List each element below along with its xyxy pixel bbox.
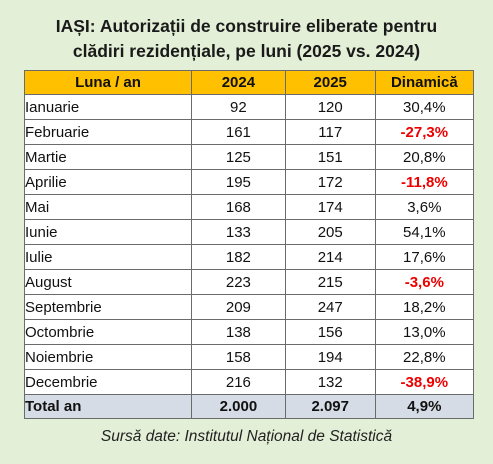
table-row: Ianuarie 92 120 30,4% [23,94,475,120]
table-row: Decembrie 216 132 -38,9% [23,369,475,395]
table-row: Septembrie 209 247 18,2% [23,294,475,320]
value-2024-cell: 158 [191,344,286,370]
value-2024-cell: 92 [191,94,286,120]
value-2025-cell: 247 [284,294,376,320]
month-cell: Ianuarie [23,94,193,120]
value-2024-cell: 182 [191,244,286,270]
month-cell: Iunie [23,219,193,245]
value-2024-cell: 133 [191,219,286,245]
header-2024: 2024 [191,70,286,95]
value-2025-cell: 120 [284,94,376,120]
table-row: Februarie 161 117 -27,3% [23,119,475,145]
dynamics-cell: 3,6% [374,194,475,220]
dynamics-cell: 18,2% [374,294,475,320]
dynamics-cell: 22,8% [374,344,475,370]
header-month: Luna / an [23,70,193,95]
dynamics-cell: 54,1% [374,219,475,245]
table-title: IAȘI: Autorizații de construire eliberat… [10,14,483,64]
value-2024-cell: 195 [191,169,286,195]
source-note: Sursă date: Institutul Național de Stati… [100,428,393,445]
month-cell: Noiembrie [23,344,193,370]
table-row: Martie 125 151 20,8% [23,144,475,170]
value-2025-cell: 172 [284,169,376,195]
table-body: Ianuarie 92 120 30,4% Februarie 161 117 -27,3% M… [23,94,475,395]
value-2025-cell: 117 [284,119,376,145]
value-2025-cell: 132 [284,369,376,395]
value-2024-cell: 216 [191,369,286,395]
dynamics-cell: -38,9% [374,369,475,395]
total-2024: 2.000 [191,394,286,419]
dynamics-cell: 30,4% [374,94,475,120]
value-2024-cell: 125 [191,144,286,170]
total-dynamics: 4,9% [374,394,475,419]
value-2025-cell: 205 [284,219,376,245]
title-line-1: IAȘI: Autorizații de construire eliberat… [55,16,438,36]
value-2025-cell: 174 [284,194,376,220]
table-row: Iunie 133 205 54,1% [23,219,475,245]
total-row: Total an 2.000 2.097 4,9% [23,394,475,419]
month-cell: Mai [23,194,193,220]
value-2025-cell: 215 [284,269,376,295]
total-2025: 2.097 [284,394,376,419]
header-row: Luna / an 2024 2025 Dinamică [23,70,475,95]
dynamics-cell: 17,6% [374,244,475,270]
value-2025-cell: 194 [284,344,376,370]
dynamics-cell: 20,8% [374,144,475,170]
value-2024-cell: 168 [191,194,286,220]
dynamics-cell: -27,3% [374,119,475,145]
value-2024-cell: 223 [191,269,286,295]
total-label: Total an [23,394,193,419]
value-2024-cell: 209 [191,294,286,320]
title-line-2: clădiri rezidențiale, pe luni (2025 vs. … [72,41,421,61]
table-row: August 223 215 -3,6% [23,269,475,295]
month-cell: Decembrie [23,369,193,395]
month-cell: August [23,269,193,295]
dynamics-cell: 13,0% [374,319,475,345]
header-dynamics: Dinamică [374,70,475,95]
month-cell: Aprilie [23,169,193,195]
table-row: Aprilie 195 172 -11,8% [23,169,475,195]
dynamics-cell: -11,8% [374,169,475,195]
permits-table: Luna / an 2024 2025 Dinamică Ianuarie 92 1… [23,70,475,419]
month-cell: Februarie [23,119,193,145]
value-2024-cell: 161 [191,119,286,145]
month-cell: Octombrie [23,319,193,345]
month-cell: Septembrie [23,294,193,320]
table-row: Octombrie 138 156 13,0% [23,319,475,345]
month-cell: Iulie [23,244,193,270]
month-cell: Martie [23,144,193,170]
table-row: Iulie 182 214 17,6% [23,244,475,270]
value-2025-cell: 214 [284,244,376,270]
value-2025-cell: 156 [284,319,376,345]
table-row: Noiembrie 158 194 22,8% [23,344,475,370]
dynamics-cell: -3,6% [374,269,475,295]
table-row: Mai 168 174 3,6% [23,194,475,220]
header-2025: 2025 [284,70,376,95]
value-2024-cell: 138 [191,319,286,345]
value-2025-cell: 151 [284,144,376,170]
